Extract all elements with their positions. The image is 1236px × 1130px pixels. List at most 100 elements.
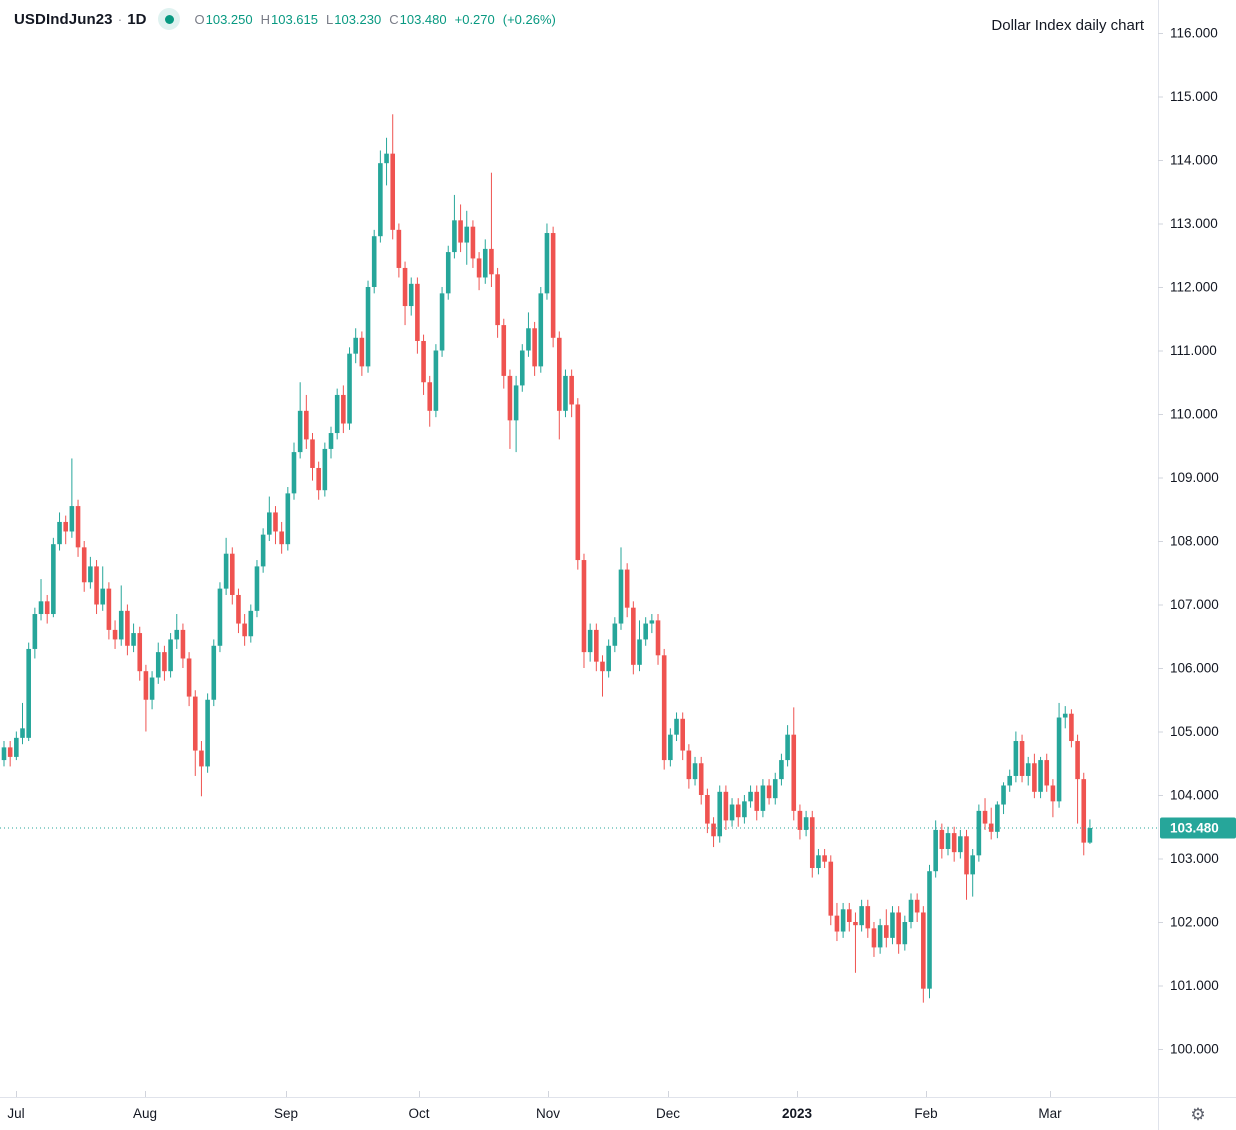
time-axis-label-feb[interactable]: Feb: [914, 1106, 937, 1121]
candle: [192, 690, 198, 776]
candle: [88, 556, 93, 589]
candle-body: [217, 588, 223, 646]
candle: [415, 277, 420, 354]
time-axis-label-dec[interactable]: Dec: [656, 1106, 680, 1121]
candle: [310, 433, 315, 481]
price-axis-label[interactable]: 100.000: [1170, 1042, 1219, 1057]
price-axis-label[interactable]: 111.000: [1170, 343, 1217, 358]
candle: [433, 344, 439, 418]
open-value: 103.250: [205, 11, 253, 27]
time-axis-label-jul[interactable]: Jul: [7, 1106, 24, 1121]
candle: [69, 458, 75, 538]
interval-label[interactable]: 1D: [127, 10, 147, 28]
candle-body: [371, 236, 377, 287]
candle: [279, 521, 284, 554]
price-axis-label[interactable]: 103.000: [1170, 851, 1219, 866]
candle-body: [143, 671, 149, 700]
candle: [1056, 702, 1062, 808]
candle-body: [933, 829, 938, 872]
candle: [205, 693, 210, 773]
time-axis-label-aug[interactable]: Aug: [133, 1106, 157, 1121]
candle-body: [1062, 713, 1068, 718]
candle: [655, 614, 661, 665]
price-axis-label[interactable]: 116.000: [1170, 26, 1218, 41]
candle-body: [174, 629, 180, 640]
price-axis-label[interactable]: 113.000: [1170, 216, 1218, 231]
time-axis-label-mar[interactable]: Mar: [1038, 1106, 1062, 1121]
price-axis-label[interactable]: 108.000: [1170, 534, 1219, 549]
price-axis-label[interactable]: 114.000: [1170, 153, 1218, 168]
candle: [933, 820, 938, 878]
price-axis-label[interactable]: 112.000: [1170, 280, 1218, 295]
candle: [347, 347, 352, 430]
candle: [791, 707, 797, 821]
symbol-name[interactable]: USDIndJun23: [14, 10, 113, 28]
gear-icon[interactable]: ⚙: [1190, 1105, 1206, 1125]
candle-body: [316, 467, 321, 491]
candle-body: [118, 610, 124, 640]
candle-body: [840, 909, 846, 932]
candle-body: [396, 229, 402, 268]
candle-body: [1087, 828, 1093, 843]
change-value: +0.270: [454, 11, 495, 27]
candle: [174, 614, 180, 649]
candle: [754, 785, 760, 821]
candle-body: [304, 410, 309, 440]
candle: [680, 712, 685, 761]
price-axis-label[interactable]: 107.000: [1170, 597, 1219, 612]
candle-body: [322, 448, 328, 491]
candle: [180, 623, 186, 668]
candle-body: [1019, 741, 1025, 776]
time-axis-label-2023[interactable]: 2023: [782, 1106, 813, 1121]
price-axis-label[interactable]: 102.000: [1170, 915, 1219, 930]
candle: [1019, 734, 1025, 783]
candle-body: [149, 677, 155, 700]
candle-body: [464, 226, 470, 243]
price-axis-label[interactable]: 109.000: [1170, 470, 1219, 485]
price-axis-label[interactable]: 101.000: [1170, 978, 1219, 993]
candle: [495, 267, 500, 338]
candle: [162, 645, 167, 681]
candle: [51, 537, 56, 618]
candle: [735, 798, 741, 827]
candle: [945, 826, 951, 856]
candle: [711, 817, 716, 848]
candle: [384, 137, 389, 186]
candle: [285, 487, 291, 551]
candle-body: [729, 804, 735, 821]
time-axis-label-oct[interactable]: Oct: [408, 1106, 429, 1121]
candle-body: [180, 629, 186, 659]
candle: [859, 899, 864, 932]
price-axis-label[interactable]: 105.000: [1170, 724, 1219, 739]
price-axis-label[interactable]: 115.000: [1170, 89, 1218, 104]
candle: [1062, 706, 1068, 729]
candle-body: [279, 531, 284, 545]
high-label: H: [260, 11, 270, 27]
price-axis-label[interactable]: 106.000: [1170, 661, 1219, 676]
candle-body: [766, 785, 772, 799]
candle: [242, 614, 247, 646]
candle: [557, 331, 562, 440]
candle: [322, 442, 328, 497]
candle-body: [711, 823, 716, 837]
time-axis-label-nov[interactable]: Nov: [536, 1106, 560, 1121]
price-axis-label[interactable]: 104.000: [1170, 788, 1219, 803]
candle-body: [988, 823, 994, 832]
candle: [686, 744, 692, 789]
current-price-badge-value: 103.480: [1170, 821, 1219, 836]
candle: [569, 369, 574, 418]
candle-body: [44, 601, 50, 615]
time-axis-label-sep[interactable]: Sep: [274, 1106, 298, 1121]
candle-body: [569, 375, 574, 405]
candle-body: [1, 747, 7, 761]
candle-body: [631, 607, 636, 665]
candle-body: [538, 293, 544, 367]
candle-body: [976, 810, 982, 856]
market-status-dot-button[interactable]: [158, 8, 181, 30]
candle-body: [1032, 763, 1037, 792]
price-axis-label[interactable]: 110.000: [1170, 407, 1218, 422]
status-dot-icon: [164, 14, 174, 24]
candle: [581, 553, 587, 668]
